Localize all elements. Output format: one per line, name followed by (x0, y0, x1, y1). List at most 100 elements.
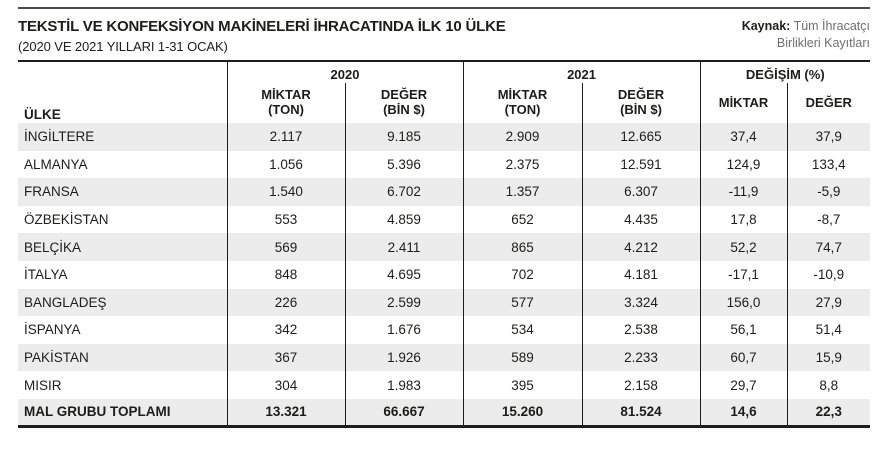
value-cell: 865 (462, 233, 583, 261)
country-cell: İSPANYA (24, 322, 81, 338)
value-cell: -11,9 (699, 178, 788, 206)
value-cell: -8,7 (786, 205, 871, 234)
page-subtitle: (2020 VE 2021 YILLARI 1-31 OCAK) (18, 39, 228, 54)
value-cell: 6.307 (581, 178, 701, 206)
country-cell: MAL GRUBU TOPLAMI (24, 404, 171, 420)
value-cell: 66.667 (344, 398, 464, 427)
value-cell: 51,4 (786, 316, 871, 344)
value-cell: 37,9 (786, 123, 871, 151)
value-cell: 2.411 (344, 233, 464, 261)
total-row: MAL GRUBU TOPLAMI 13.321 66.667 15.260 81.52… (18, 398, 871, 427)
value-cell: 367 (226, 343, 345, 372)
value-cell: 1.926 (344, 343, 464, 372)
country-cell: İTALYA (24, 267, 68, 283)
value-cell: 342 (226, 316, 345, 344)
table-row: İTALYA 848 4.695 702 4.181 -17,1 -10,9 (18, 260, 871, 289)
value-cell: 4.695 (344, 260, 464, 289)
value-cell: 2.909 (462, 123, 583, 151)
source-note: Kaynak: Tüm İhracatçı Birlikleri Kayıtla… (742, 18, 870, 52)
value-cell: 6.702 (344, 178, 464, 206)
value-cell: 4.435 (581, 205, 701, 234)
export-table: ÜLKE 2020 2021 DEĞİŞİM (%) MİKTAR (TON) … (18, 60, 871, 429)
value-cell: 1.056 (226, 150, 345, 179)
value-cell: 652 (462, 205, 583, 234)
table-row: PAKİSTAN 367 1.926 589 2.233 60,7 15,9 (18, 343, 871, 372)
value-cell: 12.591 (581, 150, 701, 179)
value-cell: -5,9 (786, 178, 871, 206)
country-cell: ALMANYA (24, 156, 88, 172)
value-cell: 81.524 (581, 398, 701, 427)
value-cell: 534 (462, 316, 583, 344)
heading-block: TEKSTİL VE KONFEKSİYON MAKİNELERİ İHRACA… (18, 18, 506, 54)
country-cell: BANGLADEŞ (24, 294, 107, 310)
table-row: İSPANYA 342 1.676 534 2.538 56,1 51,4 (18, 316, 871, 344)
value-cell: 12.665 (581, 123, 701, 151)
value-cell: 8,8 (786, 371, 871, 399)
value-cell: 156,0 (699, 288, 788, 317)
value-cell: 577 (462, 288, 583, 317)
table-header: ÜLKE 2020 2021 DEĞİŞİM (%) MİKTAR (TON) … (18, 61, 871, 123)
col-header-2020-amount: MİKTAR (TON) (261, 87, 311, 117)
value-cell: 74,7 (786, 233, 871, 261)
col-header-change-value: DEĞER (786, 83, 871, 123)
value-cell: 226 (226, 288, 345, 317)
value-cell: 553 (226, 205, 345, 234)
value-cell: 702 (462, 260, 583, 289)
group-header-2021: 2021 (462, 61, 701, 83)
value-cell: 60,7 (699, 343, 788, 372)
value-cell: 52,2 (699, 233, 788, 261)
source-label: Kaynak: (741, 19, 791, 33)
table-row: ALMANYA 1.056 5.396 2.375 12.591 124,9 133,4 (18, 150, 871, 179)
value-cell: 848 (226, 260, 345, 289)
value-cell: 2.599 (344, 288, 464, 317)
value-cell: 15.260 (462, 398, 583, 427)
country-cell: FRANSA (24, 184, 79, 200)
country-cell: İNGİLTERE (24, 129, 95, 145)
table-row: İNGİLTERE 2.117 9.185 2.909 12.665 37,4 37,9 (18, 123, 871, 151)
value-cell: 56,1 (699, 316, 788, 344)
value-cell: 304 (226, 371, 345, 399)
value-cell: 1.983 (344, 371, 464, 399)
value-cell: -17,1 (699, 260, 788, 289)
value-cell: 133,4 (786, 150, 871, 179)
country-cell: MISIR (24, 377, 62, 393)
value-cell: 3.324 (581, 288, 701, 317)
group-header-2020: 2020 (330, 67, 360, 82)
value-cell: 569 (226, 233, 345, 261)
col-header-2021-amount: MİKTAR (TON) (462, 83, 583, 123)
value-cell: 4.212 (581, 233, 701, 261)
table-row: BELÇİKA 569 2.411 865 4.212 52,2 74,7 (18, 233, 871, 261)
country-cell: BELÇİKA (24, 239, 82, 255)
table-row: BANGLADEŞ 226 2.599 577 3.324 156,0 27,9 (18, 288, 871, 317)
table-row: FRANSA 1.540 6.702 1.357 6.307 -11,9 -5,9 (18, 178, 871, 206)
table-row: ÖZBEKİSTAN 553 4.859 652 4.435 17,8 -8,7 (18, 205, 871, 234)
table-row: MISIR 304 1.983 395 2.158 29,7 8,8 (18, 371, 871, 399)
value-cell: 1.540 (226, 178, 345, 206)
value-cell: 29,7 (699, 371, 788, 399)
value-cell: 2.158 (581, 371, 701, 399)
value-cell: 4.181 (581, 260, 701, 289)
masthead: TEKSTİL VE KONFEKSİYON MAKİNELERİ İHRACA… (18, 18, 870, 54)
value-cell: 22,3 (786, 398, 871, 427)
value-cell: 4.859 (344, 205, 464, 234)
value-cell: 17,8 (699, 205, 788, 234)
col-header-2021-value: DEĞER (BİN $) (581, 83, 701, 123)
value-cell: -10,9 (786, 260, 871, 289)
group-header-change: DEĞİŞİM (%) (699, 61, 871, 83)
page-title: TEKSTİL VE KONFEKSİYON MAKİNELERİ İHRACA… (18, 18, 506, 35)
value-cell: 1.357 (462, 178, 583, 206)
value-cell: 589 (462, 343, 583, 372)
value-cell: 2.117 (226, 123, 345, 151)
col-header-country: ÜLKE (18, 61, 228, 123)
value-cell: 2.233 (581, 343, 701, 372)
value-cell: 13.321 (226, 398, 345, 427)
value-cell: 1.676 (344, 316, 464, 344)
value-cell: 37,4 (699, 123, 788, 151)
value-cell: 124,9 (699, 150, 788, 179)
col-header-2020-value: DEĞER (BİN $) (344, 83, 464, 123)
value-cell: 27,9 (786, 288, 871, 317)
value-cell: 2.538 (581, 316, 701, 344)
source-text: Tüm İhracatçı Birlikleri Kayıtları (776, 19, 870, 50)
value-cell: 14,6 (699, 398, 788, 427)
top-divider (18, 7, 870, 9)
